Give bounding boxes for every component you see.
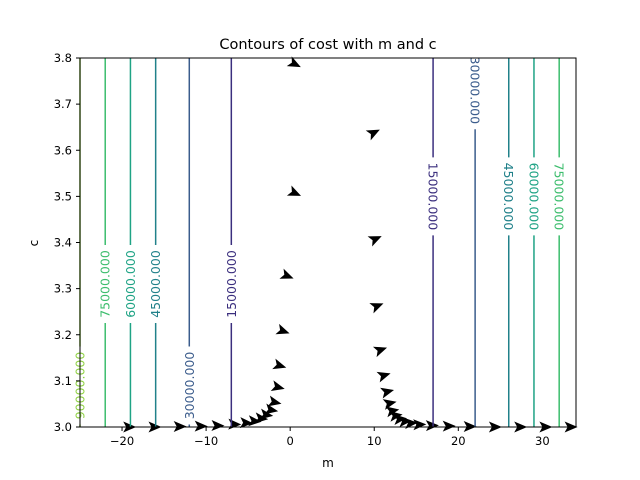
- y-tick-label-2: 3.2: [54, 328, 72, 342]
- contour-label-45000-1: 45000.000: [501, 163, 516, 231]
- x-tick-label-4: 20: [451, 434, 466, 448]
- y-tick-label-5: 3.5: [54, 189, 72, 203]
- y-tick-label-0: 3.0: [54, 420, 72, 434]
- y-tick-label-1: 3.1: [54, 374, 72, 388]
- gradient-arrow-3: [367, 236, 382, 247]
- gradient-arrow-29: [442, 420, 456, 432]
- x-axis-label: m: [322, 456, 334, 470]
- gradient-arrow-26: [211, 420, 225, 432]
- contour-label-30000-0: 30000.000: [182, 352, 197, 420]
- y-axis-label: c: [27, 240, 41, 247]
- x-tick-label-0: −20: [110, 434, 134, 448]
- chart-title: Contours of cost with m and c: [219, 37, 436, 53]
- x-tick-label-1: −10: [194, 434, 218, 448]
- x-tick-label-3: 10: [367, 434, 382, 448]
- contour-label-15000-0: 15000.000: [224, 250, 239, 318]
- x-tick-label-5: 30: [535, 434, 550, 448]
- contour-label-75000-0: 75000.000: [98, 250, 113, 318]
- contour-label-75000-1: 75000.000: [552, 163, 567, 231]
- gradient-arrow-10: [270, 380, 285, 392]
- gradient-arrow-25: [413, 419, 427, 431]
- gradient-arrow-28: [194, 420, 208, 432]
- y-tick-label-6: 3.6: [54, 143, 72, 157]
- gradient-arrow-9: [376, 371, 391, 383]
- gradient-arrow-24: [228, 418, 242, 430]
- gradient-arrow-5: [369, 303, 384, 314]
- gradient-arrow-21: [398, 416, 412, 428]
- axes-layer: −20 −10 0 10 20 30 3.0 3.1 3.2 3.3 3.4 3.5 3.6 3.7 3.8: [54, 51, 577, 448]
- gradient-arrow-11: [380, 387, 395, 399]
- gradient-arrow-23: [404, 417, 418, 429]
- gradient-arrow-19: [393, 414, 407, 425]
- contour-label-15000-1: 15000.000: [426, 163, 441, 231]
- gradient-arrow-7: [372, 346, 388, 358]
- gradient-arrow-4: [279, 268, 294, 279]
- gradient-arrow-0: [286, 56, 301, 68]
- y-tick-label-3: 3.3: [54, 282, 72, 296]
- contour-label-60000-1: 60000.000: [526, 163, 541, 231]
- gradient-arrow-1: [365, 129, 380, 141]
- y-tick-label-4: 3.4: [54, 236, 72, 250]
- y-tick-label-7: 3.7: [54, 97, 72, 111]
- contour-label-60000-0: 60000.000: [123, 250, 138, 318]
- plot-frame: [79, 57, 577, 428]
- gradient-arrow-8: [272, 358, 287, 370]
- gradient-arrow-2: [286, 185, 302, 196]
- contour-label-45000-0: 45000.000: [148, 250, 163, 318]
- gradient-arrow-12: [267, 395, 282, 407]
- contours-layer: 15000.000 15000.000 30000.000 30000.000 4500…: [73, 56, 567, 427]
- gradient-arrow-14: [264, 403, 279, 415]
- gradient-arrow-22: [239, 417, 254, 429]
- x-tick-label-2: 0: [287, 434, 294, 448]
- y-tick-label-8: 3.8: [54, 51, 72, 65]
- gradient-arrow-6: [275, 323, 290, 335]
- contour-label-30000-1: 30000.000: [468, 56, 483, 124]
